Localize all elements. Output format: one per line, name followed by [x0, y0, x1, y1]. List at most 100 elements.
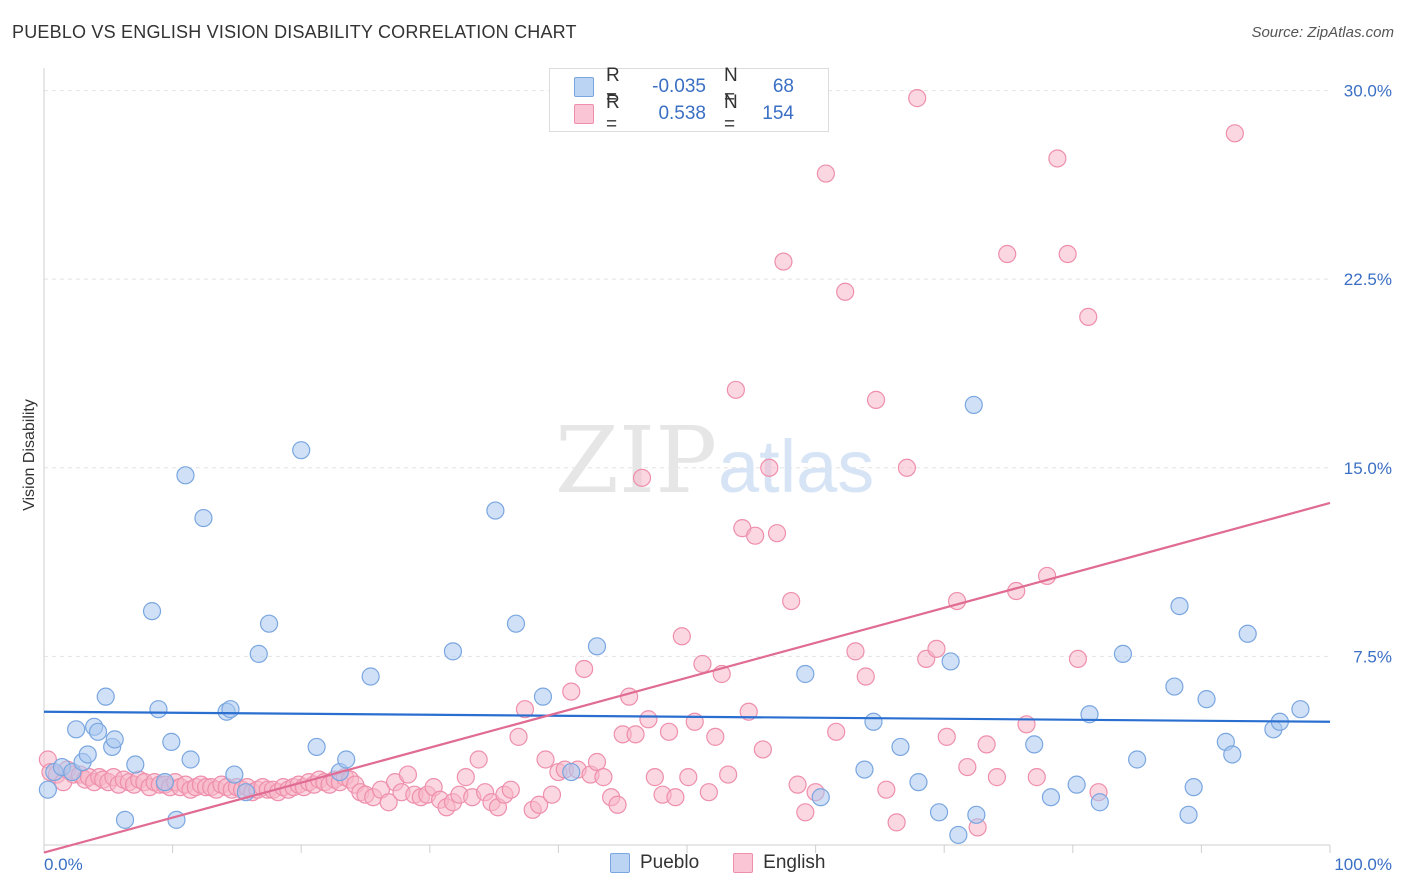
pueblo-point: [929, 803, 949, 822]
chart-source: Source: ZipAtlas.com: [1251, 24, 1394, 41]
pueblo-point: [149, 700, 168, 719]
english-point: [536, 750, 555, 769]
english-point: [515, 700, 535, 719]
english-point: [1027, 768, 1046, 787]
english-point: [774, 252, 793, 271]
english-point: [398, 765, 418, 784]
english-point: [987, 768, 1007, 787]
english-point: [719, 765, 738, 784]
english-point: [739, 702, 758, 721]
bottom-legend-swatch-english: [733, 853, 754, 873]
grid: [44, 90, 1330, 657]
pueblo-point: [88, 722, 108, 741]
english-point: [379, 793, 398, 812]
bottom-legend: Pueblo English: [610, 852, 860, 874]
chart-title: PUEBLO VS ENGLISH VISION DISABILITY CORR…: [12, 22, 577, 42]
english-point: [645, 768, 664, 787]
pueblo-point: [78, 745, 97, 764]
pueblo-point: [1067, 775, 1086, 794]
pueblo-point: [292, 441, 311, 460]
english-point: [726, 380, 745, 399]
pueblo-point: [194, 508, 213, 528]
pueblo-point: [337, 750, 356, 769]
english-trend-line: [43, 501, 1331, 854]
english-point: [594, 768, 613, 787]
x-tick-label: 0.0%: [44, 855, 83, 874]
english-point: [632, 468, 652, 487]
english-point: [666, 788, 685, 807]
english-point: [608, 795, 627, 814]
english-point: [827, 722, 846, 741]
english-point: [897, 458, 917, 477]
bottom-legend-label-pueblo: Pueblo: [640, 852, 700, 873]
english-point: [998, 244, 1017, 264]
english-point: [626, 725, 645, 744]
y-tick-label: 15.0%: [1344, 459, 1392, 478]
pueblo-point: [562, 762, 581, 782]
pueblo-point: [105, 730, 124, 749]
pueblo-point: [909, 773, 928, 792]
pueblo-point: [1113, 644, 1133, 663]
english-point: [679, 768, 698, 787]
pueblo-point: [155, 773, 174, 792]
english-point: [836, 282, 855, 301]
legend-swatch-pueblo: [574, 77, 594, 97]
bottom-legend-label-english: English: [763, 852, 826, 873]
legend-row-pueblo: R = -0.035 N = 68: [574, 65, 794, 108]
bottom-legend-english: English: [733, 852, 826, 874]
pueblo-point: [891, 737, 910, 757]
x-tick-label: 100.0%: [1334, 855, 1392, 874]
english-point: [746, 526, 765, 545]
english-point: [659, 722, 679, 741]
english-point: [866, 390, 886, 409]
english-point: [620, 687, 639, 706]
pueblo-point: [443, 642, 463, 661]
english-point: [846, 642, 865, 661]
legend-n-value: 154: [762, 103, 794, 124]
english-point: [639, 710, 658, 729]
pueblo-point: [1291, 700, 1310, 719]
pueblo-point: [864, 712, 883, 731]
legend-r-value: 0.538: [658, 103, 706, 124]
legend: R = -0.035 N = 68 R = 0.538 N = 154: [549, 65, 829, 135]
pueblo-point: [1080, 705, 1099, 724]
pueblo-point: [1179, 805, 1198, 824]
english-point: [1225, 124, 1244, 143]
pueblo-point: [176, 466, 195, 485]
legend-n-label: N =: [724, 65, 738, 108]
legend-n-value: 68: [772, 76, 794, 97]
pueblo-point: [1041, 788, 1061, 807]
english-point: [937, 727, 956, 746]
english-point: [575, 659, 594, 679]
pueblo-point: [225, 765, 244, 784]
pueblo-point: [307, 737, 326, 757]
pueblo-point: [855, 760, 874, 779]
english-point: [542, 785, 562, 804]
watermark-zip: ZIP: [555, 407, 717, 514]
english-point: [562, 682, 581, 701]
pueblo-point: [115, 810, 135, 829]
pueblo-point: [506, 614, 526, 633]
pueblo-point: [1170, 596, 1189, 616]
bottom-legend-pueblo: Pueblo: [610, 852, 699, 874]
y-axis-label: Vision Disability: [21, 399, 38, 511]
pueblo-point: [249, 644, 268, 663]
pueblo-point: [967, 805, 986, 824]
legend-r-label: R =: [606, 92, 620, 135]
english-point: [788, 775, 807, 794]
english-point: [767, 524, 787, 543]
pueblo-trend-line: [43, 710, 1331, 723]
y-tick-label: 22.5%: [1344, 270, 1392, 289]
pueblo-point: [96, 687, 115, 706]
pueblo-point: [1184, 778, 1203, 797]
pueblo-point: [221, 700, 240, 719]
watermark-atlas: atlas: [718, 425, 874, 508]
axes: [43, 68, 1331, 853]
legend-row-english: R = 0.538 N = 154: [574, 92, 794, 135]
english-point: [856, 667, 875, 686]
pueblo-point: [486, 501, 505, 520]
english-point: [908, 89, 927, 108]
pueblo-point: [126, 755, 145, 774]
english-point: [693, 654, 712, 674]
